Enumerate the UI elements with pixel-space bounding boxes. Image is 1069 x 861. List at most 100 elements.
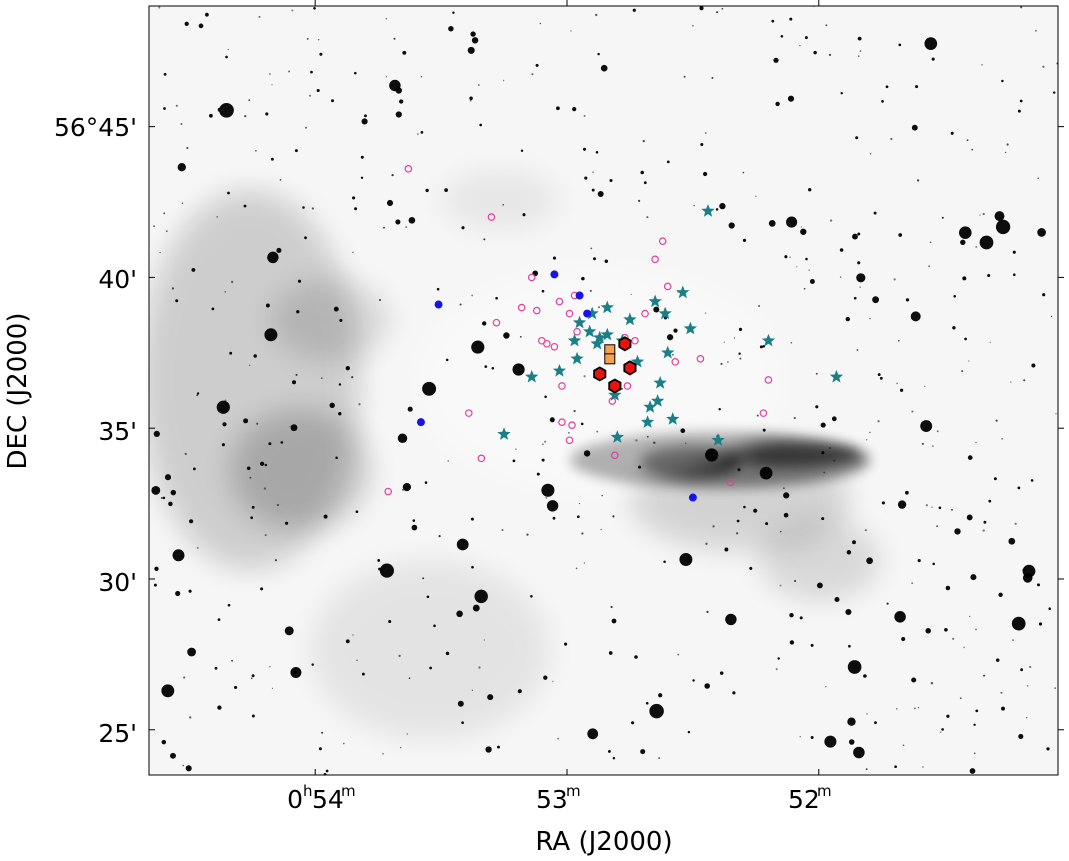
field-star bbox=[356, 659, 358, 661]
field-star bbox=[971, 148, 974, 151]
field-star bbox=[234, 685, 238, 689]
field-star bbox=[915, 85, 919, 89]
field-star bbox=[973, 723, 976, 727]
field-star bbox=[447, 460, 449, 462]
field-star bbox=[556, 106, 560, 111]
field-star bbox=[803, 287, 806, 290]
field-star bbox=[859, 286, 861, 288]
field-star bbox=[658, 757, 660, 759]
field-star bbox=[395, 219, 401, 225]
y-tick-label: 35' bbox=[98, 417, 137, 446]
field-star bbox=[184, 21, 189, 26]
field-star bbox=[471, 37, 479, 44]
field-star bbox=[706, 610, 709, 614]
x-tick-label-num: 53 bbox=[536, 785, 568, 814]
field-star bbox=[258, 15, 261, 18]
star-marker bbox=[608, 388, 622, 401]
x-tick-label-main: 0 bbox=[287, 785, 303, 814]
field-star bbox=[630, 293, 632, 296]
field-star bbox=[318, 39, 320, 41]
field-star bbox=[512, 459, 516, 463]
field-star bbox=[737, 468, 741, 472]
star-marker bbox=[829, 369, 844, 383]
field-star bbox=[828, 53, 832, 57]
field-star bbox=[251, 674, 255, 678]
field-star bbox=[161, 684, 175, 698]
field-star bbox=[323, 514, 328, 519]
field-star bbox=[789, 640, 795, 645]
field-star bbox=[535, 63, 539, 67]
field-star bbox=[517, 689, 522, 694]
field-star bbox=[687, 730, 691, 734]
field-star bbox=[597, 52, 600, 56]
field-star bbox=[305, 126, 307, 129]
field-star bbox=[154, 566, 159, 571]
field-star bbox=[352, 634, 354, 636]
open-circle-marker bbox=[663, 282, 672, 291]
field-star bbox=[1017, 109, 1021, 113]
field-star bbox=[743, 505, 746, 509]
field-star bbox=[952, 326, 956, 330]
field-star bbox=[590, 247, 593, 250]
field-star bbox=[864, 529, 867, 532]
field-star bbox=[402, 50, 407, 55]
field-star bbox=[936, 525, 939, 528]
field-star bbox=[591, 188, 595, 192]
hexagon-marker bbox=[593, 366, 607, 382]
field-star bbox=[291, 380, 297, 385]
field-star bbox=[351, 376, 354, 379]
field-star bbox=[311, 207, 314, 210]
field-star bbox=[930, 682, 934, 685]
field-star bbox=[557, 737, 560, 740]
field-star bbox=[225, 55, 228, 59]
field-star bbox=[181, 202, 184, 204]
star-marker bbox=[676, 285, 690, 299]
field-star bbox=[646, 435, 649, 438]
field-star bbox=[339, 318, 343, 322]
filled-circle-marker bbox=[688, 493, 697, 502]
field-star bbox=[749, 566, 753, 570]
field-star bbox=[378, 298, 382, 302]
field-star bbox=[724, 547, 729, 552]
field-star bbox=[658, 693, 663, 698]
field-star bbox=[911, 677, 917, 683]
field-star bbox=[549, 417, 555, 423]
field-star bbox=[495, 296, 498, 300]
field-star bbox=[693, 204, 695, 207]
field-star bbox=[338, 412, 342, 416]
field-star bbox=[847, 660, 862, 674]
field-star bbox=[917, 559, 921, 563]
open-circle-marker bbox=[527, 273, 536, 282]
field-star bbox=[1030, 479, 1034, 482]
field-star bbox=[543, 675, 548, 680]
star-marker bbox=[552, 363, 567, 377]
field-star bbox=[959, 697, 962, 700]
field-star bbox=[881, 501, 885, 505]
field-star bbox=[773, 57, 779, 63]
field-star bbox=[457, 700, 464, 707]
field-star bbox=[609, 178, 613, 183]
field-star bbox=[1011, 616, 1026, 631]
field-star bbox=[217, 618, 221, 621]
open-circle-marker bbox=[550, 342, 559, 351]
field-star bbox=[151, 485, 161, 495]
field-star bbox=[420, 131, 424, 134]
field-star bbox=[857, 36, 862, 41]
star-marker bbox=[572, 315, 587, 329]
field-star bbox=[780, 530, 782, 533]
field-star bbox=[407, 406, 413, 412]
field-star bbox=[196, 392, 200, 395]
field-star bbox=[719, 671, 724, 675]
field-star bbox=[264, 463, 268, 467]
field-star bbox=[163, 212, 166, 215]
star-marker bbox=[651, 394, 665, 407]
field-star bbox=[631, 721, 635, 725]
field-star bbox=[1042, 65, 1045, 68]
field-star bbox=[857, 261, 861, 265]
field-star bbox=[736, 519, 740, 523]
filled-circle-marker bbox=[575, 291, 584, 300]
x-tick-label-h: h bbox=[303, 782, 313, 800]
field-star bbox=[211, 307, 215, 311]
field-star bbox=[402, 482, 412, 492]
field-star bbox=[1012, 639, 1014, 642]
